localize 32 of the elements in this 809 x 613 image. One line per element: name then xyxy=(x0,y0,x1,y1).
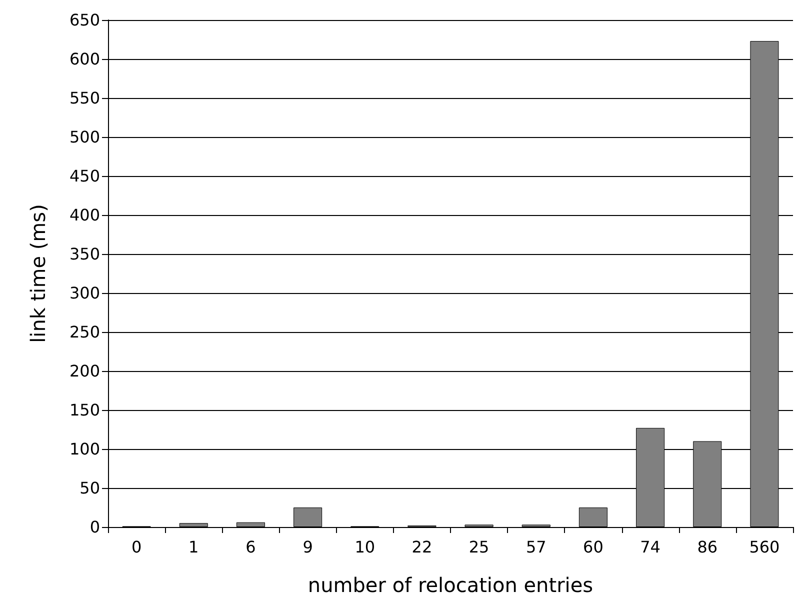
y-tick-label: 650 xyxy=(69,10,100,30)
y-tick-label: 450 xyxy=(69,166,100,186)
y-tick-label: 0 xyxy=(90,518,100,536)
x-tick-label: 0 xyxy=(131,538,142,556)
y-tick-label: 100 xyxy=(69,440,100,458)
y-tick-label: 500 xyxy=(69,128,100,146)
y-tick-label: 400 xyxy=(69,206,100,224)
bar xyxy=(578,508,608,527)
x-tick-label: 86 xyxy=(697,538,718,556)
y-tick-label: 200 xyxy=(69,362,100,380)
y-axis-title: link time (ms) xyxy=(26,204,50,343)
x-tick-label: 74 xyxy=(640,538,660,556)
bar xyxy=(179,523,208,527)
y-tick-label: 50 xyxy=(80,478,100,498)
y-tick-label: 250 xyxy=(69,322,100,342)
x-tick-label: 25 xyxy=(468,538,490,556)
y-tick-label: 600 xyxy=(69,50,100,68)
x-axis-title: number of relocation entries xyxy=(308,573,594,597)
x-tick-label: 1 xyxy=(188,538,199,556)
x-tick-label: 560 xyxy=(749,538,780,556)
x-tick-label: 22 xyxy=(412,538,432,556)
x-tick-label: 57 xyxy=(526,538,546,556)
x-tick-label: 60 xyxy=(583,538,604,556)
y-tick-label: 150 xyxy=(69,400,100,420)
bar xyxy=(294,508,322,527)
bar xyxy=(236,522,265,527)
y-tick-label: 550 xyxy=(69,88,100,108)
x-tick-label: 9 xyxy=(302,538,313,556)
x-tick-label: 6 xyxy=(246,538,256,556)
y-tick-label: 350 xyxy=(69,244,100,264)
x-tick-label: 10 xyxy=(354,538,376,556)
y-tick-label: 300 xyxy=(69,284,100,302)
